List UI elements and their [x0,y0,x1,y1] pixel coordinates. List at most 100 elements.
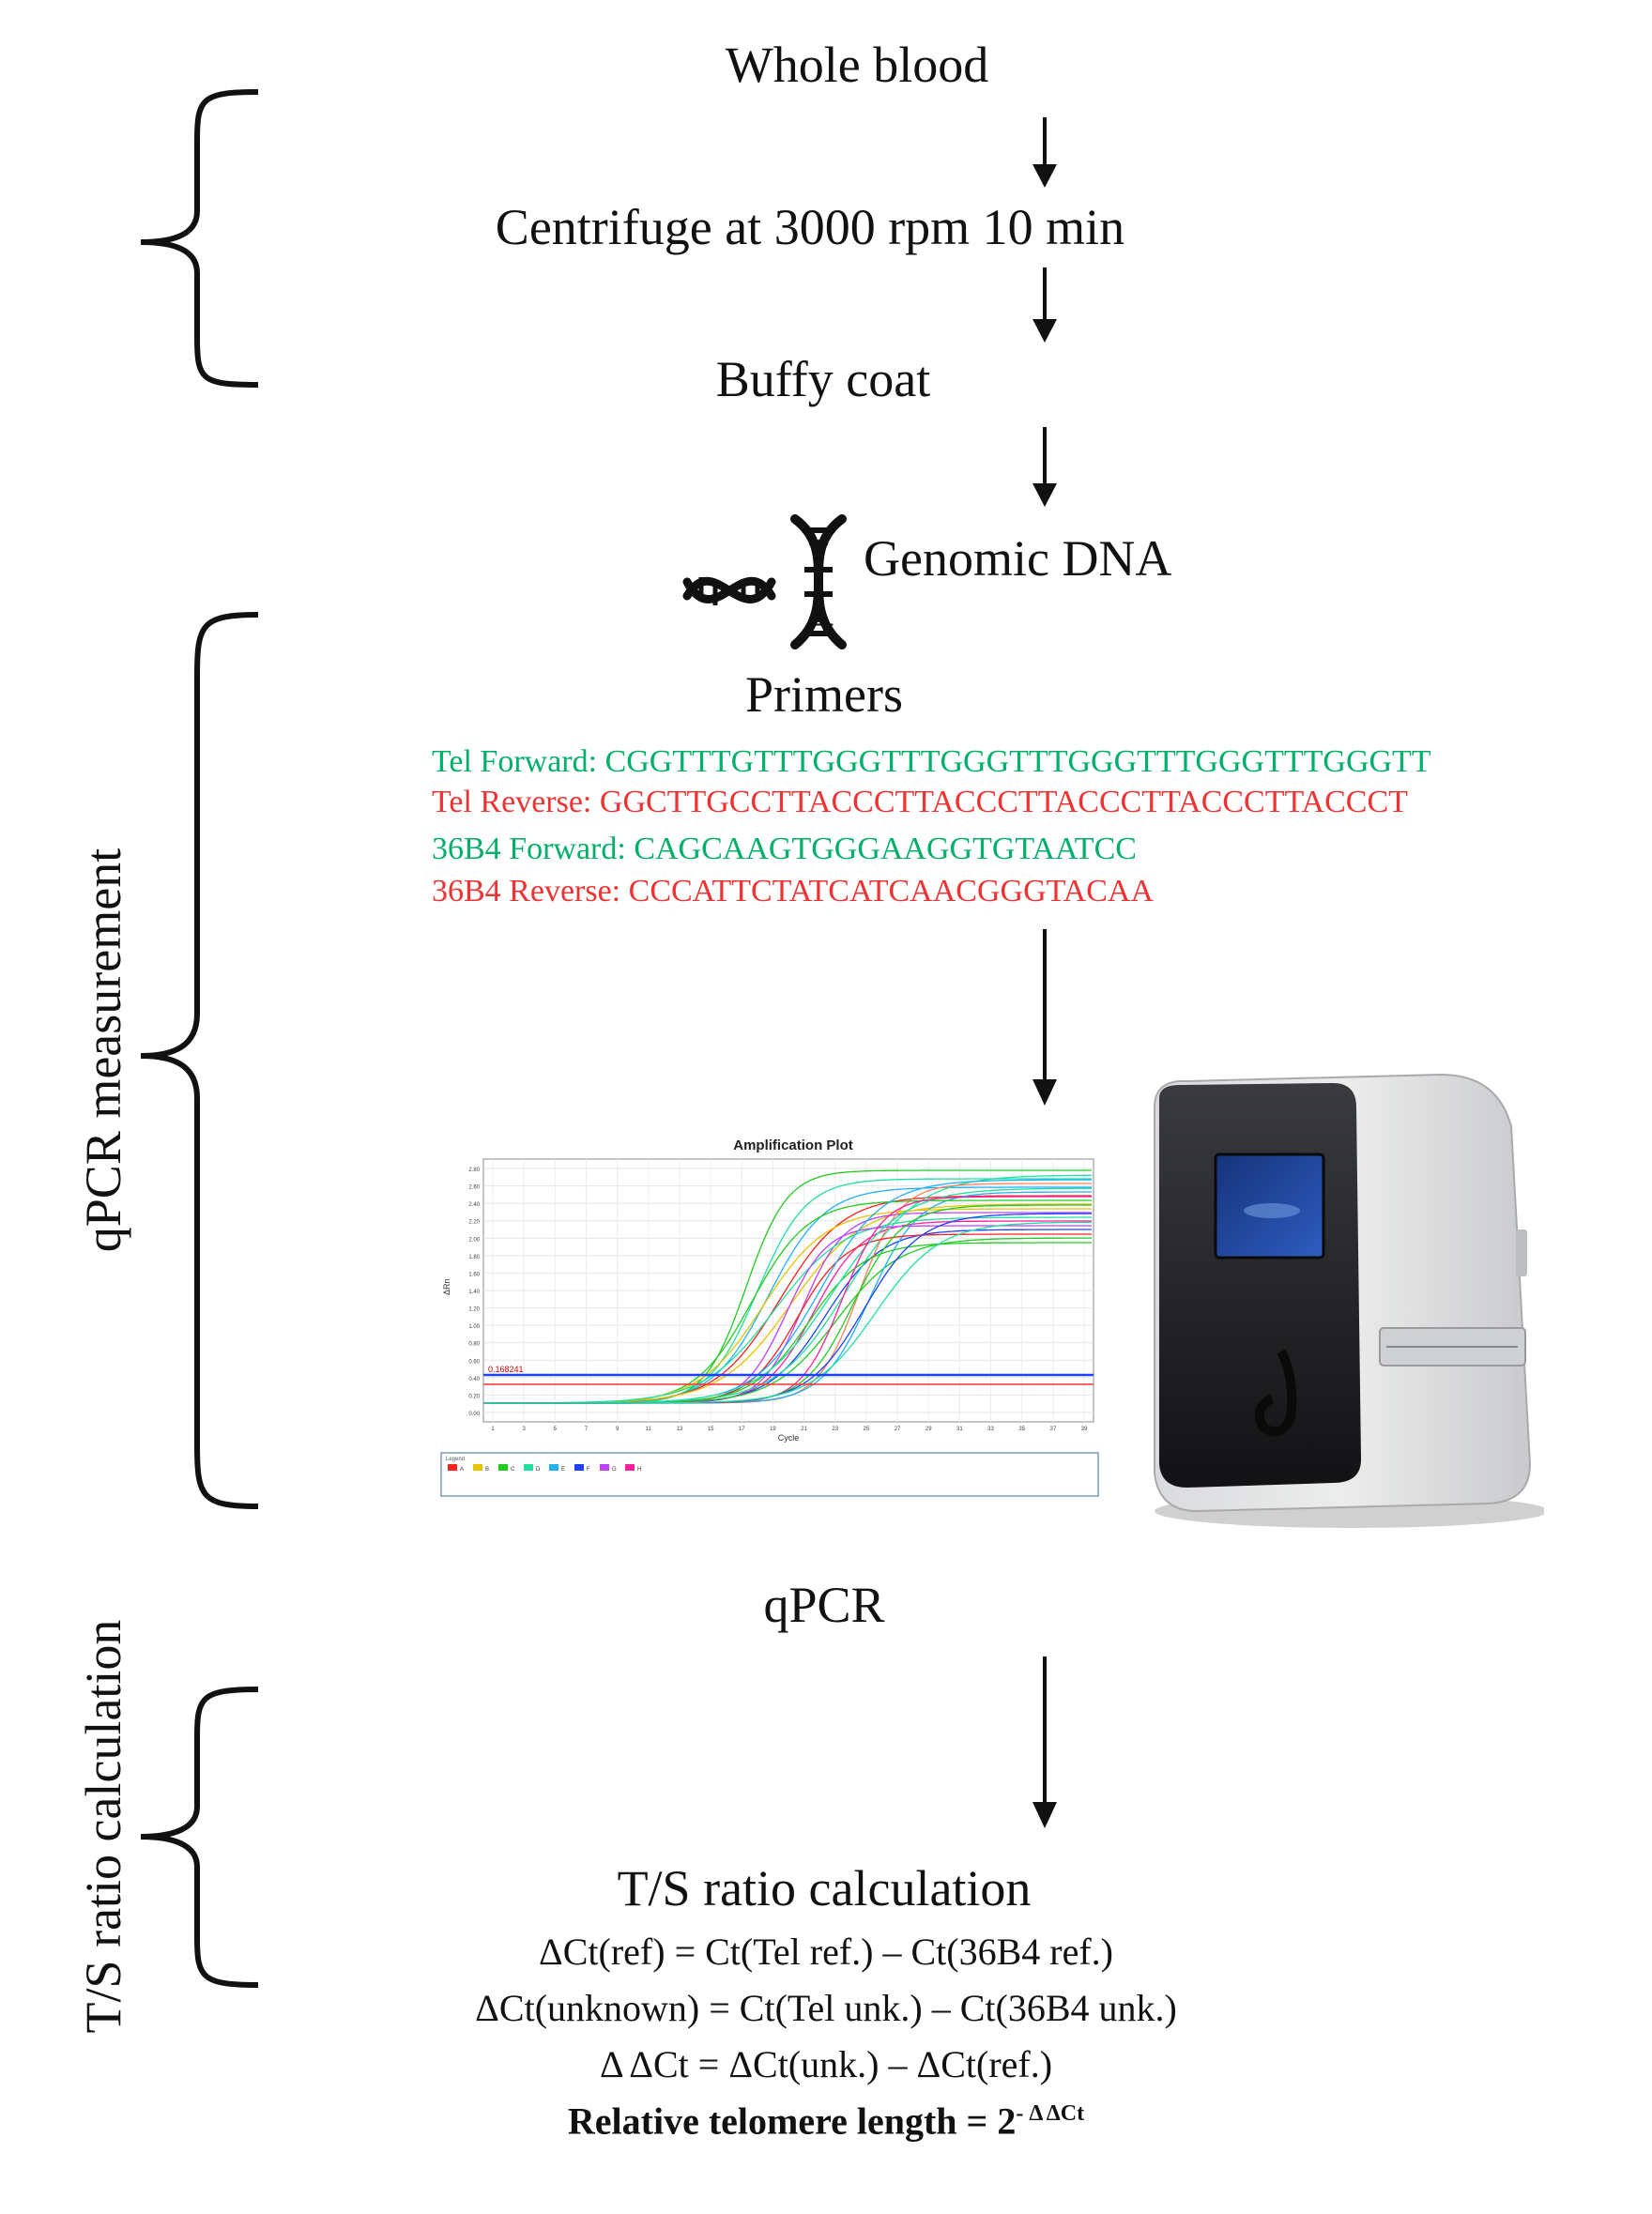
threshold-label: 0.168241 [488,1365,524,1374]
primer-label: 36B4 Forward: [432,832,626,866]
formula-delta-delta-ct: Δ ΔCt = ΔCt(unk.) – ΔCt(ref.) [599,2043,1053,2085]
primer-36b4-reverse: 36B4 Reverse: CCCATTCTATCATCAACGGGTACAA [432,876,1154,908]
plot-x-label: Cycle [778,1433,800,1443]
amplification-curve [483,1221,1093,1404]
plot-grid: 2.80 2.60 2.40 2.20 2.00 1.80 1.60 1.40 1.20 1.00… [468,1159,1094,1432]
primer-tel-reverse: Tel Reverse: GGCTTGCCTTACCCTTACCCTTACCCT… [432,786,1408,818]
step-ts-ratio-title: T/S ratio calculation [617,1860,1032,1916]
qpcr-instrument-image [1154,1073,1544,1528]
legend-swatch [498,1464,508,1471]
legend-swatch [524,1464,533,1471]
relative-length-text: Relative telomere length = 2 [567,2099,1017,2143]
step-buffy-coat: Buffy coat [715,351,931,407]
x-tick-label: 5 [554,1427,558,1432]
plot-legend-items: A B C D E F G H [448,1464,641,1473]
legend-label: F [587,1467,590,1473]
primer-sequence: GGCTTGCCTTACCCTTACCCTTACCCTTACCCTTACCCT [599,785,1408,819]
y-tick-label: 2.60 [468,1185,480,1191]
y-tick-label: 0.60 [468,1359,480,1365]
legend-label: B [485,1467,489,1473]
x-tick-label: 3 [522,1427,526,1432]
y-tick-label: 0.40 [468,1377,480,1382]
formula-relative-telomere-length: Relative telomere length = 2- Δ ΔCt [0,2102,1652,2140]
side-label-ts-ratio: T/S ratio calculation [75,1619,131,2034]
arrow-whole-blood-to-centrifuge [1032,117,1057,188]
step-centrifuge: Centrifuge at 3000 rpm 10 min [495,199,1125,255]
formula-delta-ct-ref: ΔCt(ref) = Ct(Tel ref.) – Ct(36B4 ref.) [539,1931,1113,1973]
y-tick-label: 0.20 [468,1394,480,1399]
y-tick-label: 1.40 [468,1290,480,1295]
x-tick-label: 7 [585,1427,589,1432]
primer-36b4-forward: 36B4 Forward: CAGCAAGTGGGAAGGTGTAATCC [432,833,1137,865]
x-tick-label: 35 [1018,1427,1025,1432]
legend-swatch [625,1464,635,1471]
y-tick-label: 2.40 [468,1202,480,1208]
primer-tel-forward: Tel Forward: CGGTTTGTTTGGGTTTGGGTTTGGGTT… [432,746,1431,778]
primer-sequence: CAGCAAGTGGGAAGGTGTAATCC [634,832,1137,866]
primer-label: 36B4 Reverse: [432,874,621,909]
x-tick-label: 13 [677,1427,683,1432]
step-genomic-dna: Genomic DNA [864,530,1172,587]
x-tick-label: 9 [616,1427,620,1432]
legend-swatch [600,1464,609,1471]
legend-swatch [574,1464,584,1471]
side-label-qpcr-measurement: qPCR measurement [75,847,131,1253]
plus-sign: + [813,603,835,646]
y-tick-label: 1.80 [468,1255,480,1260]
legend-label: D [536,1467,541,1473]
bracket-sample-prep [140,89,259,388]
primer-sequence: CGGTTTGTTTGGGTTTGGGTTTGGGTTTGGGTTTGGGTT [604,744,1431,779]
plot-legend-box [440,1452,1099,1497]
x-tick-label: 31 [956,1427,963,1432]
legend-label: A [460,1467,464,1473]
plot-legend-title: Legend [446,1457,465,1462]
legend-label: E [561,1467,565,1473]
formula-delta-ct-unknown: ΔCt(unknown) = Ct(Tel unk.) – Ct(36B4 un… [475,1987,1177,2029]
arrow-buffy-to-dna [1032,427,1057,507]
plot-curves [483,1169,1093,1404]
step-whole-blood: Whole blood [725,37,989,93]
x-tick-label: 39 [1081,1427,1088,1432]
primer-label: Tel Forward: [432,744,598,779]
arrow-centrifuge-to-buffy [1032,267,1057,343]
legend-swatch [473,1464,482,1471]
step-qpcr: qPCR [763,1577,885,1633]
arrow-qpcr-to-ts [1032,1657,1057,1828]
y-tick-label: 1.60 [468,1272,480,1277]
y-tick-label: 2.80 [468,1168,480,1173]
dna-icon [682,514,847,649]
plot-y-label: ΔRn [442,1278,451,1295]
y-tick-label: 2.20 [468,1220,480,1226]
x-tick-label: 1 [491,1427,495,1432]
bracket-ts-ratio [140,1687,259,1988]
relative-length-exponent: - Δ ΔCt [1016,2101,1085,2126]
x-tick-label: 15 [708,1427,714,1432]
step-primers: Primers [745,666,903,723]
y-tick-label: 1.00 [468,1324,480,1330]
primer-label: Tel Reverse: [432,785,592,819]
x-tick-label: 29 [925,1427,932,1432]
x-tick-label: 37 [1049,1427,1056,1432]
y-tick-label: 2.00 [468,1237,480,1243]
primer-sequence: CCCATTCTATCATCAACGGGTACAA [628,874,1155,909]
x-tick-label: 33 [987,1427,994,1432]
y-tick-label: 0.00 [468,1412,480,1417]
x-tick-label: 17 [739,1427,745,1432]
bracket-qpcr-measurement [140,612,259,1509]
y-tick-label: 1.20 [468,1307,480,1313]
x-tick-label: 23 [832,1427,838,1432]
x-tick-label: 19 [770,1427,776,1432]
x-tick-label: 27 [895,1427,901,1432]
x-tick-label: 11 [646,1427,652,1432]
x-tick-label: 21 [801,1427,807,1432]
plot-title: Amplification Plot [733,1138,853,1153]
legend-swatch [448,1464,457,1471]
amplification-plot: Amplification Plot 2.80 2.60 2.40 2.20 2.00 1… [440,1138,1099,1497]
y-tick-label: 0.80 [468,1342,480,1348]
legend-label: H [637,1467,641,1473]
legend-swatch [549,1464,558,1471]
legend-label: C [511,1467,515,1473]
amplification-curve [483,1216,1092,1404]
legend-label: G [612,1467,617,1473]
